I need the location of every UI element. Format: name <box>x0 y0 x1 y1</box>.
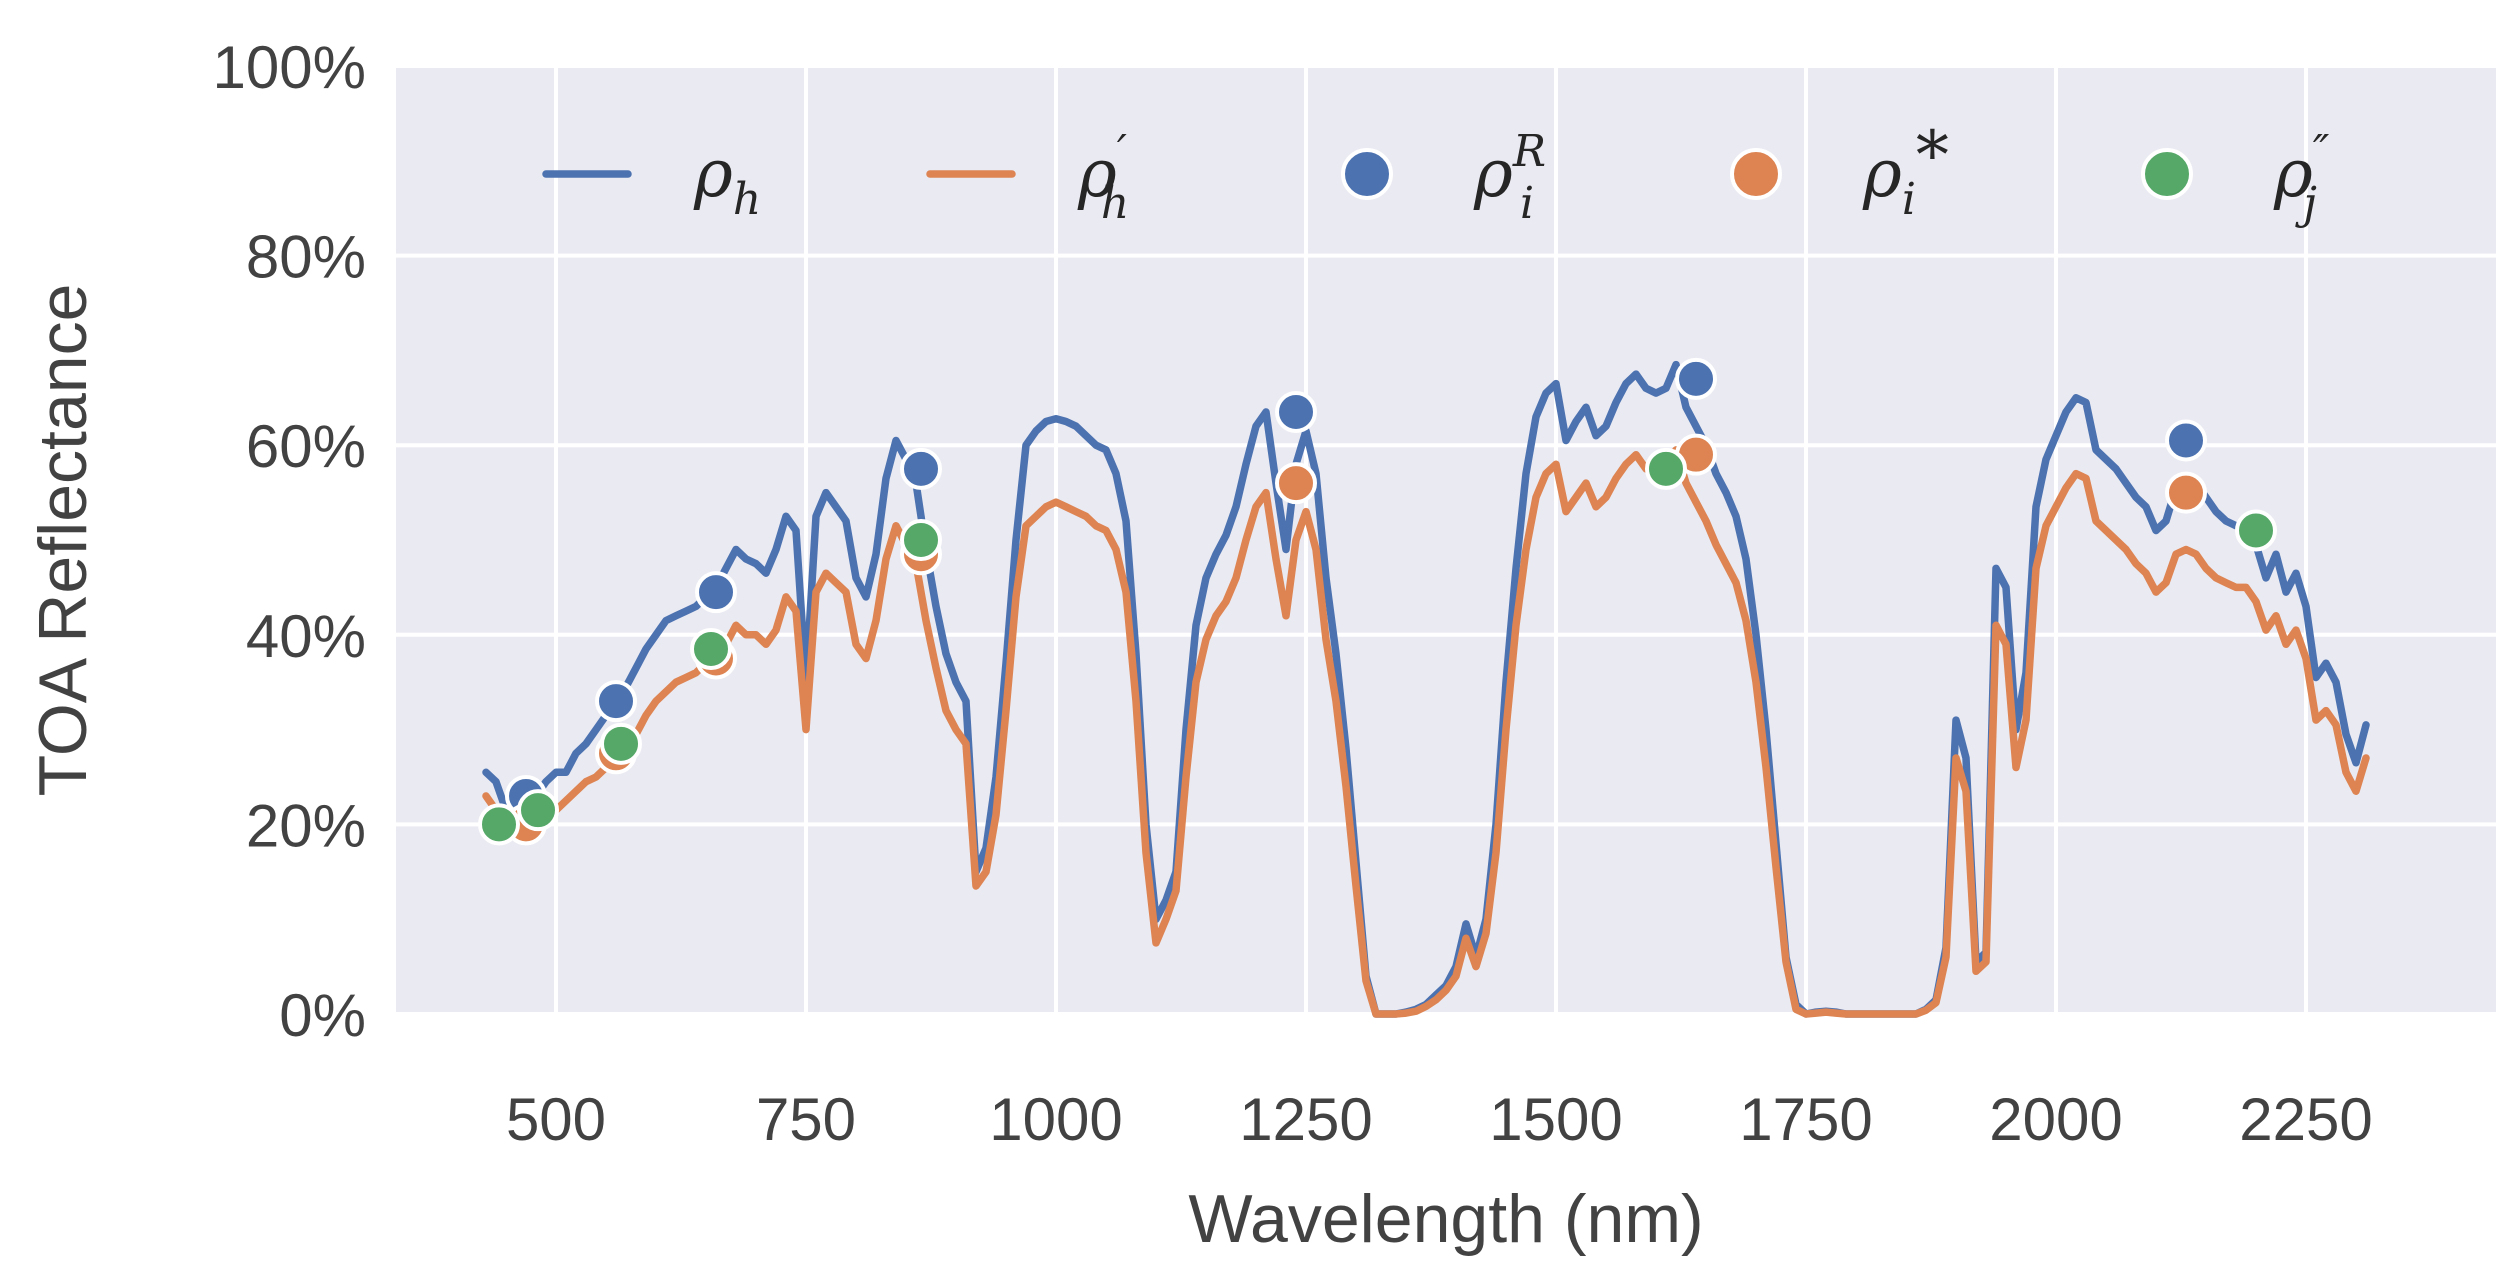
y-tick-label: 40% <box>246 603 366 670</box>
line-series <box>482 360 2370 1018</box>
data-point <box>2165 471 2207 514</box>
x-tick-label: 750 <box>756 1086 856 1153</box>
y-tick-label: 100% <box>213 34 366 101</box>
legend-marker-swatch <box>2141 148 2193 200</box>
legend-marker-swatch <box>1730 148 1782 200</box>
data-point <box>600 722 642 765</box>
data-point <box>2235 509 2277 552</box>
y-tick-label: 80% <box>246 224 366 291</box>
data-point <box>690 628 732 671</box>
data-point <box>1275 462 1317 505</box>
x-tick-label: 1250 <box>1239 1086 1372 1153</box>
data-point <box>1675 357 1717 400</box>
data-point <box>2165 419 2207 462</box>
x-tick-label: 500 <box>506 1086 606 1153</box>
data-point <box>1275 391 1317 434</box>
data-point <box>900 519 942 561</box>
data-point <box>695 571 737 614</box>
y-tick-label: 60% <box>246 413 366 480</box>
legend: ρh ρ′ h ρR i ρi* ρ″ j <box>542 117 2330 229</box>
series-line <box>482 446 2370 1018</box>
data-point <box>900 447 942 490</box>
x-tick-label: 1750 <box>1739 1086 1872 1153</box>
x-tick-labels: 500 750 1000 1250 1500 1750 2000 2250 <box>506 1086 2373 1153</box>
legend-label: ρh <box>693 135 761 225</box>
y-tick-label: 20% <box>246 792 366 859</box>
x-tick-label: 2250 <box>2239 1086 2372 1153</box>
x-tick-label: 2000 <box>1989 1086 2122 1153</box>
data-point <box>595 680 637 723</box>
x-axis-title: Wavelength (nm) <box>1188 1181 1703 1257</box>
scatter-series <box>478 357 2277 846</box>
plot-background <box>396 66 2496 1014</box>
y-tick-label: 0% <box>279 982 366 1049</box>
legend-label: ρ′ h <box>1077 126 1129 229</box>
y-tick-labels: 0% 20% 40% 60% 80% 100% <box>213 34 366 1049</box>
x-tick-label: 1500 <box>1489 1086 1622 1153</box>
legend-marker-swatch <box>1341 148 1393 200</box>
x-tick-label: 1000 <box>989 1086 1122 1153</box>
y-axis-title: TOA Reflectance <box>25 284 101 797</box>
data-point <box>478 803 520 846</box>
legend-label: ρi* <box>1862 117 1949 225</box>
data-point <box>517 789 559 832</box>
legend-label: ρR i <box>1473 126 1546 229</box>
data-point <box>1645 447 1687 490</box>
